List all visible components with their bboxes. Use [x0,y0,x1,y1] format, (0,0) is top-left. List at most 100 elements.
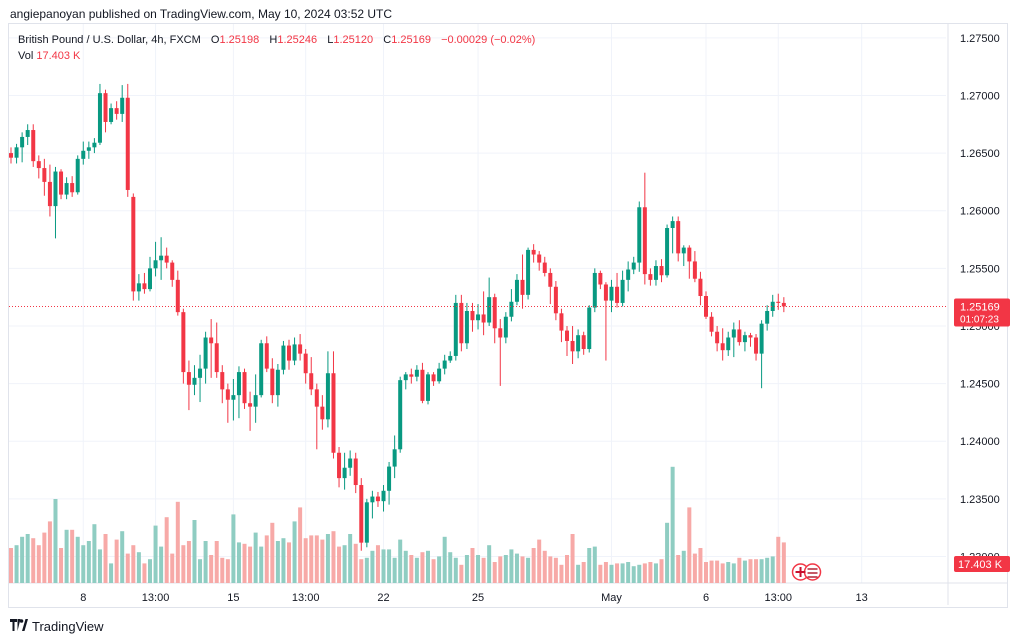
volume-bar [437,556,442,583]
volume-bar [164,517,169,583]
candle-body [270,368,275,396]
candle-body [281,345,286,370]
symbol-title[interactable]: British Pound / U.S. Dollar, 4h, FXCM [18,34,201,46]
volume-bar [253,532,258,583]
candle-body [253,395,258,407]
candle-body [492,297,497,329]
volume-bar [70,529,75,583]
volume-bar [559,564,564,583]
candle-body [765,310,770,324]
volume-bar [720,563,725,583]
candle-body [615,286,620,303]
candle-body [781,302,786,307]
change-value: −0.00029 (−0.02%) [441,34,536,46]
volume-bar [75,536,80,583]
candle-body [203,337,208,369]
high-value: 1.25246 [277,34,318,46]
time-tick-label: 13:00 [142,592,170,604]
candle-body [737,329,742,343]
time-tick-label: 13 [856,592,868,604]
volume-bar [375,545,380,583]
volume-bar [414,557,419,583]
candle-body [275,369,280,396]
volume-bar [298,507,303,583]
candle-body [20,136,25,148]
volume-bar [548,556,553,583]
candle-body [375,496,380,502]
volume-bar [337,546,342,583]
candle-body [559,313,564,331]
footer-brand[interactable]: TradingView [32,619,104,634]
candle-body [97,93,102,143]
volume-bar [748,559,753,583]
time-tick-label: 25 [472,592,484,604]
open-value: 1.25198 [219,34,260,46]
volume-bar [754,559,759,583]
volume-bar [737,557,742,583]
price-tick-label: 1.23500 [960,494,1000,506]
volume-label: Vol [18,50,34,62]
volume-bar [186,541,191,583]
volume-bar [626,562,631,583]
volume-bar [281,538,286,583]
candle-body [414,369,419,377]
volume-bar [109,563,114,583]
volume-bar [103,534,108,583]
volume-bar [364,557,369,583]
candle-body [742,335,747,343]
candle-body [259,343,264,396]
volume-bar [97,549,102,583]
volume-bar [581,562,586,583]
candle-body [248,403,253,407]
candle-body [159,255,164,261]
volume-bar [236,542,241,583]
candle-body [587,307,592,350]
volume-value: 17.403 K [36,50,81,62]
candle-body [25,130,30,137]
volume-bar [31,538,36,583]
candle-body [292,344,297,361]
price-axis: 1.275001.270001.265001.260001.255001.250… [960,33,1000,564]
volume-bar [487,545,492,583]
volume-bar [409,555,414,583]
time-tick-label: 15 [227,592,239,604]
candle-body [731,329,736,338]
candle-body [114,108,119,114]
volume-bar [142,563,147,583]
candle-body [692,261,697,279]
publish-line: angiepanoyan published on TradingView.co… [10,7,393,21]
candle-body [681,247,686,254]
candle-body [542,262,547,273]
volume-bar [653,563,658,583]
volume-bar [570,534,575,583]
volume-bar [314,535,319,583]
price-tick-label: 1.26500 [960,148,1000,160]
close-value: 1.25169 [391,34,431,46]
time-tick-label: May [601,592,622,604]
candle-body [570,340,575,352]
candle-body [198,368,203,378]
candle-body [448,355,453,361]
candle-body [609,286,614,301]
candle-body [759,323,764,354]
low-label: L [327,34,334,46]
volume-bar [704,562,708,583]
volume-bar [359,559,364,583]
candle-body [498,328,503,338]
volume-bar [387,549,392,583]
candle-body [748,335,753,338]
volume-bar [481,557,486,583]
volume-bar [598,564,603,583]
candle-body [565,330,569,341]
candle-body [181,312,186,373]
candle-body [364,502,369,543]
volume-bar [781,542,786,583]
candle-body [381,490,386,502]
volume-bar [225,559,230,583]
candle-body [120,97,125,114]
candle-body [148,268,152,290]
candle-body [581,335,586,350]
tradingview-logo-icon[interactable] [10,619,28,634]
candle-body [687,247,692,262]
